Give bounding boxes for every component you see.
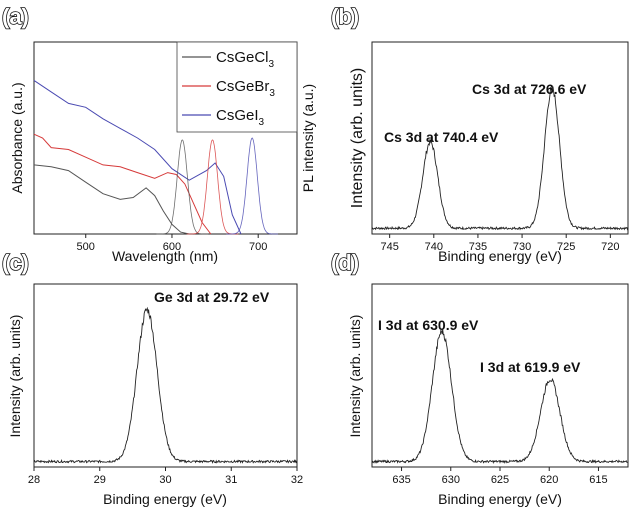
x-tick-label: 625: [491, 474, 509, 486]
panel-d-curves: [371, 329, 629, 464]
panel-b-y-axis-label: Intensity (arb. units): [349, 68, 366, 209]
panel-b-pl-axis-label: PL intensity (a.u.): [300, 84, 316, 192]
legend-item-cl: CsGeCl3: [182, 49, 275, 70]
x-tick-label: 730: [513, 241, 531, 253]
x-tick-label: 31: [225, 474, 237, 486]
panel-d-y-axis-label: Intensity (arb. units): [347, 315, 363, 438]
x-tick-label: 620: [540, 474, 558, 486]
panel-c-curves: [33, 306, 298, 464]
panel-b-label: (b): [331, 4, 359, 29]
pl-peak-csgebr: [186, 139, 239, 235]
panel-a: (a) 500 600 700 Wavelength (nm) Absorbance…: [1, 3, 298, 264]
pl-peak-csgei: [226, 137, 278, 235]
panel-d-label: (d): [331, 250, 359, 275]
legend-item-i: CsGeI3: [182, 107, 265, 128]
x-tick-label: 700: [249, 241, 267, 253]
panel-c-label: (c): [2, 250, 29, 275]
panel-b-curves: [371, 84, 629, 231]
panel-d-x-ticks: 635 630 625 620 615: [392, 467, 608, 486]
panel-d-frame: [371, 283, 629, 468]
annotation-cs-726: Cs 3d at 726.6 eV: [472, 81, 587, 97]
xps-spectrum-line: [371, 84, 629, 231]
panel-a-curves: [33, 79, 278, 235]
pl-peak-csgecl: [156, 139, 209, 235]
x-tick-label: 740: [425, 241, 443, 253]
panel-b-x-ticks: 745 740 735 730 725 720: [380, 234, 620, 253]
panel-c: (c) 28 29 30 31 32 Binding energy (eV) Inten…: [1, 249, 303, 507]
x-tick-label: 500: [77, 241, 95, 253]
absorbance-line-csgei: [33, 79, 242, 235]
x-tick-label: 720: [601, 241, 619, 253]
x-tick-label: 635: [392, 474, 410, 486]
x-tick-label: 30: [159, 474, 171, 486]
panel-a-y-axis-label: Absorbance (a.u.): [9, 82, 25, 193]
x-tick-label: 630: [442, 474, 460, 486]
legend-label-i: CsGeI3: [216, 107, 265, 128]
legend-item-br: CsGeBr3: [182, 78, 275, 99]
x-tick-label: 745: [380, 241, 398, 253]
x-tick-label: 28: [28, 474, 40, 486]
xps-spectrum-line: [33, 306, 298, 464]
annotation-ge: Ge 3d at 29.72 eV: [154, 289, 270, 305]
annotation-i-619: I 3d at 619.9 eV: [480, 359, 581, 375]
annotation-cs-740: Cs 3d at 740.4 eV: [384, 129, 499, 145]
legend-label-br: CsGeBr3: [216, 78, 275, 99]
x-tick-label: 600: [163, 241, 181, 253]
panel-a-frame: [33, 41, 298, 235]
x-tick-label: 32: [291, 474, 303, 486]
absorbance-line-csgecl: [33, 164, 190, 235]
legend-label-cl: CsGeCl3: [216, 49, 275, 70]
panel-c-x-ticks: 28 29 30 31 32: [28, 467, 303, 486]
annotation-i-630: I 3d at 630.9 eV: [378, 317, 479, 333]
panel-a-x-axis-label: Wavelength (nm): [112, 248, 218, 264]
panel-c-x-axis-label: Binding energy (eV): [103, 491, 227, 507]
x-tick-label: 725: [557, 241, 575, 253]
legend: CsGeCl3 CsGeBr3 CsGeI3: [176, 41, 298, 133]
absorbance-line-csgebr: [33, 133, 212, 235]
panel-a-label: (a): [2, 4, 29, 29]
panel-a-x-ticks: 500 600 700: [77, 234, 267, 253]
xps-spectrum-line: [371, 329, 629, 464]
panel-b: (b) 745 740 735 730 725 720 Binding energy (e…: [300, 3, 629, 264]
panel-d: (d) 635 630 625 620 615 Binding energy (eV) …: [330, 249, 629, 507]
x-tick-label: 615: [589, 474, 607, 486]
panel-c-frame: [33, 283, 298, 468]
panel-d-x-axis-label: Binding energy (eV): [438, 491, 562, 507]
panel-c-y-axis-label: Intensity (arb. units): [7, 315, 23, 438]
panel-b-x-axis-label: Binding energy (eV): [438, 248, 562, 264]
x-tick-label: 735: [469, 241, 487, 253]
x-tick-label: 29: [94, 474, 106, 486]
panel-b-frame: [371, 41, 629, 235]
